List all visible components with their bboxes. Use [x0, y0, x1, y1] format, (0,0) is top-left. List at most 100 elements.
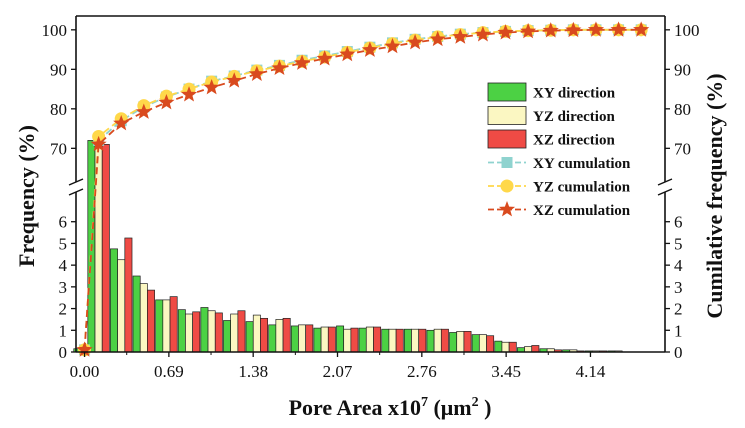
- line-xy-cumulation: [83, 28, 642, 350]
- bar-yz-12: [343, 328, 352, 353]
- bar-xy-3: [132, 275, 141, 353]
- x-tick-label: 0.69: [154, 362, 184, 381]
- legend-label: XZ direction: [533, 133, 615, 149]
- bar-yz-13: [365, 326, 374, 353]
- x-tick-label: 0.00: [70, 362, 100, 381]
- point-xz-cumulation-7: [226, 72, 243, 88]
- y-left-tick-label: 70: [50, 139, 67, 158]
- bar-xz-7: [237, 310, 246, 353]
- point-xz-cumulation-22: [565, 21, 582, 38]
- y-axis-title-right: Cumilative frequency (%): [702, 73, 727, 318]
- legend-swatch-yz-direction: [487, 106, 527, 125]
- bar-xy-11: [313, 327, 322, 353]
- bar-xz-15: [418, 328, 427, 353]
- legend-label: YZ cumulation: [533, 180, 631, 196]
- point-xz-cumulation-11: [316, 50, 333, 66]
- bar-xy-5: [177, 309, 186, 353]
- y-left-tick-label: 80: [50, 100, 67, 119]
- y-left-tick-label: 3: [59, 278, 68, 297]
- legend-label: XY cumulation: [533, 156, 631, 172]
- cumulative-lines: [76, 21, 650, 357]
- bar-yz-19: [501, 341, 510, 353]
- bar-xz-4: [169, 296, 178, 353]
- point-xz-cumulation-4: [158, 94, 175, 110]
- bar-xy-16: [426, 329, 435, 353]
- y-left-tick-label: 5: [59, 234, 68, 253]
- x-axis-title-unit-close: ): [479, 395, 492, 420]
- bar-xy-9: [268, 324, 277, 353]
- legend-label: YZ direction: [533, 109, 615, 125]
- bar-xz-18: [486, 335, 495, 353]
- bar-xz-5: [192, 311, 201, 353]
- x-tick-label: 4.14: [576, 362, 606, 381]
- legend-marker-xy-cumulation: [501, 157, 513, 168]
- bar-xz-13: [373, 326, 382, 353]
- point-xz-cumulation-23: [587, 21, 605, 37]
- bar-xy-12: [336, 325, 345, 353]
- y-left-tick-label: 1: [59, 321, 68, 340]
- legend: XY direction YZ direction XZ direction XY c…: [487, 82, 631, 219]
- break-mark-left-0: [68, 178, 84, 186]
- point-xz-cumulation-2: [113, 114, 130, 131]
- x-axis-title-unit: (μm: [428, 395, 472, 420]
- break-mark-left-1: [68, 188, 84, 196]
- bar-yz-2: [117, 259, 126, 353]
- bar-xy-10: [290, 325, 299, 353]
- legend-label: XY direction: [533, 86, 616, 102]
- point-xz-cumulation-14: [384, 37, 401, 54]
- bar-yz-7: [230, 313, 239, 353]
- x-tick-label: 2.76: [407, 362, 437, 381]
- y-axis-title-left: Frequency (%): [14, 125, 39, 267]
- point-xz-cumulation-12: [339, 45, 356, 62]
- bar-xy-6: [200, 307, 209, 353]
- bar-yz-5: [185, 313, 193, 353]
- point-xz-cumulation-25: [633, 21, 650, 37]
- point-xz-cumulation-10: [293, 54, 311, 70]
- legend-marker-yz-cumulation: [500, 179, 514, 193]
- histogram-bars: [73, 140, 623, 353]
- x-tick-label: 3.45: [491, 362, 521, 381]
- bar-xy-4: [155, 299, 164, 353]
- bar-xy-15: [403, 328, 412, 353]
- legend-marker-xz-cumulation: [498, 201, 516, 217]
- x-axis-title-main: Pore Area x10: [289, 395, 421, 420]
- bar-yz-9: [275, 319, 284, 353]
- bar-yz-8: [252, 314, 261, 353]
- point-xz-cumulation-1: [90, 135, 107, 152]
- bar-xz-12: [350, 327, 359, 353]
- bar-xy-7: [223, 320, 231, 353]
- point-xz-cumulation-17: [452, 28, 469, 44]
- y-left-tick-label: 6: [59, 213, 68, 232]
- legend-label: XZ cumulation: [533, 203, 631, 219]
- bar-yz-6: [207, 310, 216, 353]
- bar-yz-20: [524, 346, 533, 353]
- bar-yz-15: [411, 328, 420, 353]
- bar-xz-16: [440, 328, 449, 353]
- bar-xz-14: [395, 328, 404, 353]
- bar-yz-14: [388, 328, 397, 353]
- x-tick-label: 1.38: [238, 362, 268, 381]
- break-mark-right-0: [657, 178, 673, 186]
- y-left-tick-label: 0: [59, 343, 68, 362]
- y-left-tick-label: 2: [59, 300, 68, 319]
- y-right-tick-label: 1: [674, 321, 683, 340]
- y-right-tick-label: 80: [674, 100, 691, 119]
- y-right-tick-label: 3: [674, 278, 683, 297]
- bar-xy-17: [449, 332, 458, 353]
- bar-xy-8: [245, 321, 254, 353]
- bar-xz-10: [305, 324, 314, 353]
- point-xz-cumulation-24: [610, 21, 627, 37]
- bar-yz-3: [139, 283, 148, 353]
- break-mark-right-1: [657, 188, 673, 196]
- bar-xz-6: [214, 312, 223, 353]
- y-right-tick-label: 2: [674, 300, 683, 319]
- bar-xy-13: [358, 327, 367, 353]
- y-left-tick-label: 90: [50, 60, 67, 79]
- point-xz-cumulation-20: [520, 22, 537, 39]
- y-right-tick-label: 0: [674, 343, 683, 362]
- bar-yz-17: [456, 331, 465, 353]
- point-xz-cumulation-9: [271, 59, 288, 76]
- x-axis-title-unit-exponent: 2: [472, 395, 479, 410]
- point-xz-cumulation-13: [361, 41, 378, 57]
